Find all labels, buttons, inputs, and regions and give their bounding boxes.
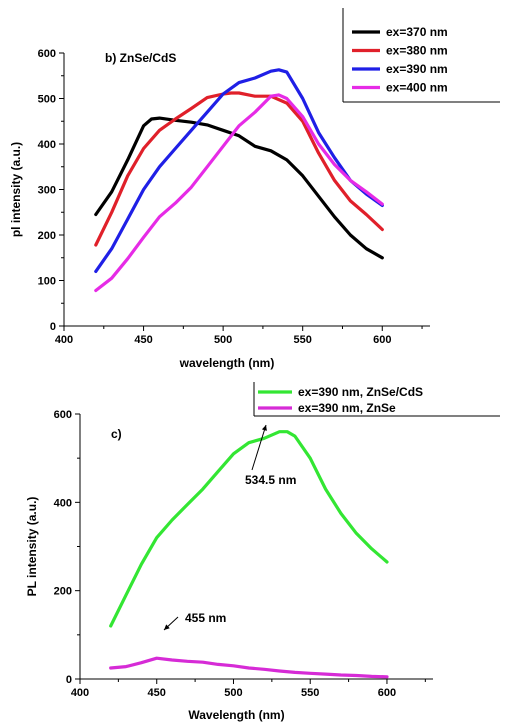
y-tick-label: 500 (38, 94, 56, 106)
legend-entry: ex=380 nm (386, 44, 448, 58)
y-tick-label: 600 (38, 48, 56, 60)
series-line-2 (109, 656, 389, 679)
annotation-arrowhead (164, 624, 170, 630)
y-tick-label: 200 (38, 230, 56, 242)
legend-entry: ex=390 nm, ZnSe (298, 401, 396, 415)
y-tick-label: 300 (38, 185, 56, 197)
legend-entry: ex=370 nm (386, 25, 448, 39)
legend-box (254, 382, 500, 416)
x-tick-label: 500 (224, 687, 242, 699)
y-axis-label: pl intensity (a.u.) (9, 142, 23, 237)
x-axis-label: Wavelength (nm) (188, 708, 284, 722)
x-axis-label: wavelength (nm) (179, 356, 275, 370)
series-line-1 (109, 430, 389, 628)
x-tick-label: 600 (378, 687, 396, 699)
y-axis-label: PL intensity (a.u.) (25, 497, 39, 597)
annotation-arrowhead (261, 425, 267, 431)
x-tick-label: 400 (71, 687, 89, 699)
x-tick-label: 600 (373, 334, 391, 346)
y-tick-label: 400 (54, 497, 72, 509)
y-tick-label: 0 (66, 674, 72, 686)
legend-entry: ex=390 nm, ZnSe/CdS (298, 385, 423, 399)
annotation-label: 534.5 nm (245, 473, 296, 487)
panel-label: c) (111, 427, 122, 441)
x-tick-label: 550 (294, 334, 312, 346)
legend-entry: ex=390 nm (386, 62, 448, 76)
annotation-label: 455 nm (185, 611, 226, 625)
y-tick-label: 400 (38, 139, 56, 151)
series-line-3 (94, 68, 384, 273)
x-tick-label: 450 (148, 687, 166, 699)
y-tick-label: 100 (38, 276, 56, 288)
x-tick-label: 550 (301, 687, 319, 699)
series-line-1 (94, 116, 384, 260)
y-tick-label: 200 (54, 586, 72, 598)
series-line-2 (94, 91, 384, 247)
annotation-arrow (251, 424, 267, 471)
x-tick-label: 500 (214, 334, 232, 346)
panel-label: b) ZnSe/CdS (105, 51, 176, 65)
x-tick-label: 400 (55, 334, 73, 346)
y-tick-label: 600 (54, 409, 72, 421)
y-tick-label: 0 (50, 321, 56, 333)
chart-panel-b: 400 450 500 550 600 0 100 200 300 400 500 600 wavele… (9, 8, 500, 370)
legend-entry: ex=400 nm (386, 81, 448, 95)
series-line-4 (94, 93, 384, 293)
chart-panel-c: 400 450 500 550 600 0 200 400 600 Wavelength (nm)… (25, 382, 500, 722)
x-tick-label: 450 (134, 334, 152, 346)
